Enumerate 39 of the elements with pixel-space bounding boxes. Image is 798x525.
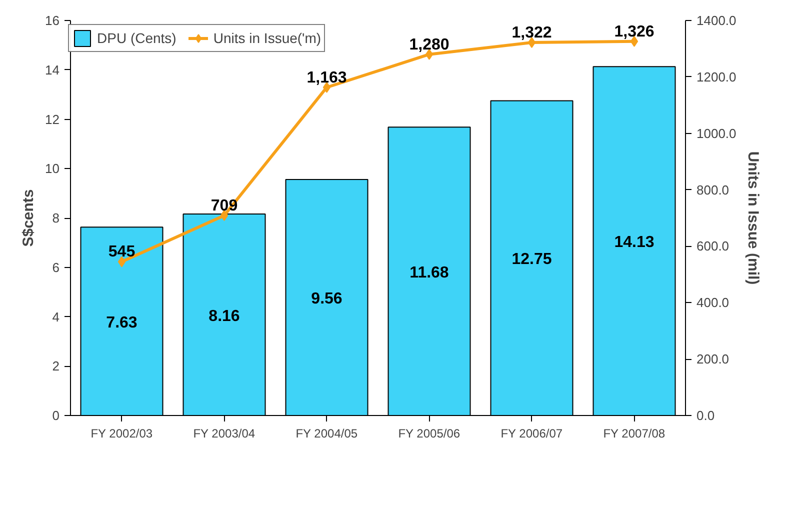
y-tick-label: 4 — [52, 309, 60, 324]
y2-tick-label: 1000.0 — [696, 126, 736, 141]
data-label: 8.16 — [208, 308, 240, 325]
y2-tick-label: 0.0 — [696, 408, 715, 423]
y-tick-label: 14 — [45, 62, 60, 78]
x-tick-label: FY 2003/04 — [193, 426, 256, 440]
data-label: 1,326 — [614, 23, 654, 40]
data-label: 1,280 — [409, 36, 450, 54]
y2-axis-title: Units in Issue (mil) — [744, 151, 762, 285]
x-tick-label: FY 2005/06 — [398, 426, 460, 440]
y-tick-label: 16 — [45, 13, 60, 28]
data-label: 11.68 — [410, 264, 449, 282]
y-axis-title: S$cents — [20, 189, 38, 247]
x-tick-label: FY 2007/08 — [603, 426, 666, 440]
y-tick-label: 8 — [52, 210, 60, 226]
legend-label: Units in Issue('m) — [213, 30, 322, 46]
data-label: 545 — [108, 244, 136, 261]
x-tick-label: FY 2002/03 — [90, 426, 153, 440]
y2-tick-label: 1200.0 — [696, 69, 736, 84]
y2-tick-label: 600.0 — [696, 238, 730, 254]
data-label: 14.13 — [614, 234, 654, 252]
data-label: 12.75 — [512, 251, 552, 268]
data-label: 9.56 — [311, 290, 342, 308]
y-tick-label: 0 — [52, 408, 60, 423]
y2-tick-label: 200.0 — [696, 352, 730, 367]
y-tick-label: 2 — [52, 358, 60, 374]
y2-tick-label: 800.0 — [696, 182, 730, 198]
legend-label: DPU (Cents) — [97, 30, 176, 46]
y-tick-label: 6 — [52, 260, 60, 275]
x-tick-label: FY 2006/07 — [500, 426, 563, 440]
y2-tick-label: 1400.0 — [696, 13, 736, 28]
y2-tick-label: 400.0 — [696, 295, 730, 310]
y-tick-label: 12 — [45, 112, 60, 127]
data-label: 1,163 — [306, 69, 347, 86]
y-tick-label: 10 — [45, 161, 60, 176]
x-tick-label: FY 2004/05 — [296, 426, 358, 440]
data-label: 7.63 — [106, 314, 138, 332]
point — [118, 256, 126, 268]
data-label: 1,322 — [512, 24, 552, 42]
